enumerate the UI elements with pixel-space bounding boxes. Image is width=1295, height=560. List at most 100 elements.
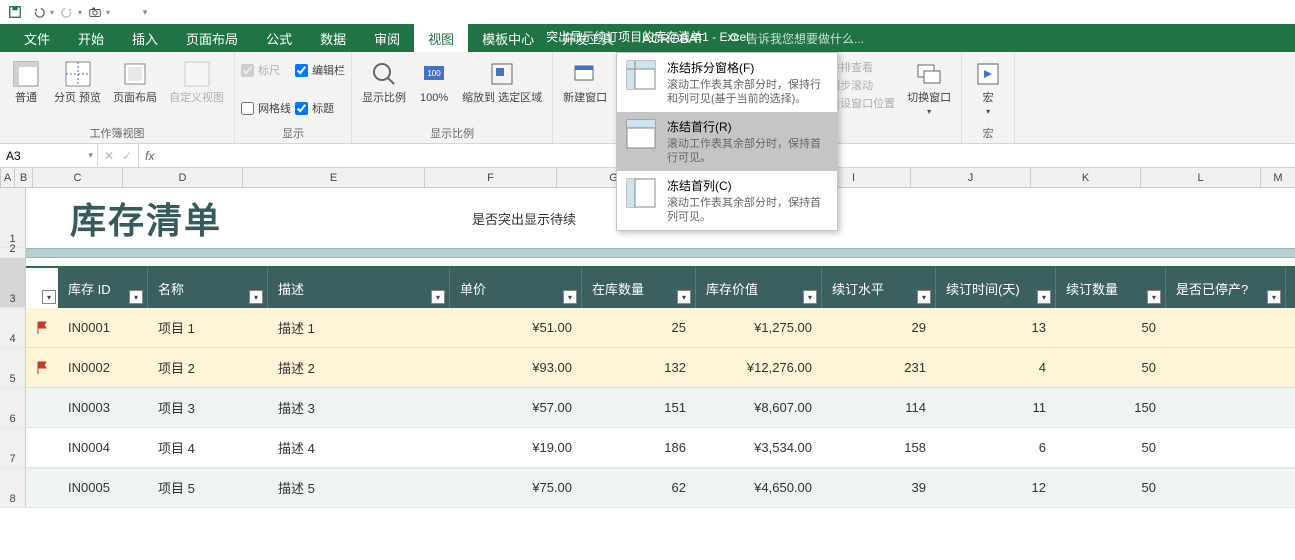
table-header-3[interactable]: 单价 [450,268,582,308]
switch-window-button[interactable]: 切换窗口▾ [903,56,955,120]
zoom-100-button[interactable]: 100100% [414,56,454,107]
cell[interactable]: 项目 4 [148,438,268,457]
cell[interactable]: 项目 2 [148,358,268,377]
save-button[interactable] [4,1,26,23]
row-header-4[interactable]: 4 [0,308,26,348]
col-header-C[interactable]: C [33,168,123,187]
filter-icon[interactable] [803,290,817,304]
row-header-5[interactable]: 5 [0,348,26,388]
view-normal-button[interactable]: 普通 [6,56,46,107]
cell[interactable]: 29 [822,320,936,335]
new-window-button[interactable]: 新建窗口 [559,56,611,107]
undo-dropdown-caret[interactable]: ▾ [50,8,54,17]
tab-模板中心[interactable]: 模板中心 [468,24,548,52]
view-custom-button[interactable]: 自定义视图 [165,56,228,107]
freeze-panes-item[interactable]: 冻结拆分窗格(F)滚动工作表其余部分时，保持行和列可见(基于当前的选择)。 [617,53,837,112]
cell[interactable]: ¥19.00 [450,440,582,455]
cell[interactable]: 描述 2 [268,358,450,377]
row-header-6[interactable]: 6 [0,388,26,428]
cell[interactable]: 50 [1056,440,1166,455]
zoom-button[interactable]: 显示比例 [358,56,410,107]
table-header-6[interactable]: 续订水平 [822,268,936,308]
tab-页面布局[interactable]: 页面布局 [172,24,252,52]
view-page-break-button[interactable]: 分页 预览 [50,56,105,107]
cell[interactable]: 4 [936,360,1056,375]
cell[interactable]: 150 [1056,400,1166,415]
cell[interactable]: ¥75.00 [450,480,582,495]
camera-dropdown-caret[interactable]: ▾ [106,8,110,17]
cell[interactable]: 项目 3 [148,398,268,417]
cell[interactable]: 186 [582,440,696,455]
cancel-formula-icon[interactable]: ✕ [104,149,114,163]
table-header-0[interactable]: 库存 ID [58,268,148,308]
cell[interactable]: IN0004 [58,440,148,455]
redo-dropdown-caret[interactable]: ▾ [78,8,82,17]
filter-icon[interactable] [249,290,263,304]
cell[interactable]: 项目 1 [148,318,268,337]
tab-审阅[interactable]: 审阅 [360,24,414,52]
table-header-2[interactable]: 描述 [268,268,450,308]
check-formula-bar[interactable]: 编辑栏 [295,60,345,80]
row-header-1[interactable]: 1 [0,188,26,248]
freeze-first-col-item[interactable]: 冻结首列(C)滚动工作表其余部分时，保持首列可见。 [617,171,837,230]
table-header-8[interactable]: 续订数量 [1056,268,1166,308]
row-header-7[interactable]: 7 [0,428,26,468]
filter-icon[interactable] [1037,290,1051,304]
cell[interactable]: 项目 5 [148,478,268,497]
fx-label[interactable]: fx [139,144,160,167]
col-header-E[interactable]: E [243,168,425,187]
col-header-F[interactable]: F [425,168,557,187]
tab-数据[interactable]: 数据 [306,24,360,52]
cell[interactable]: 231 [822,360,936,375]
col-header-L[interactable]: L [1141,168,1261,187]
table-row[interactable]: IN0002项目 2描述 2¥93.00132¥12,276.00231450 [26,348,1295,388]
cell[interactable]: 11 [936,400,1056,415]
redo-button[interactable] [56,1,78,23]
cell[interactable]: IN0003 [58,400,148,415]
cell[interactable]: IN0001 [58,320,148,335]
cell[interactable]: 132 [582,360,696,375]
table-header-1[interactable]: 名称 [148,268,268,308]
filter-icon[interactable] [1147,290,1161,304]
table-header-5[interactable]: 库存价值 [696,268,822,308]
table-row[interactable]: IN0003项目 3描述 3¥57.00151¥8,607.0011411150 [26,388,1295,428]
cell[interactable]: 39 [822,480,936,495]
cell[interactable]: 25 [582,320,696,335]
cell[interactable]: 114 [822,400,936,415]
name-box[interactable]: A3▾ [0,144,98,167]
macros-button[interactable]: 宏▾ [968,56,1008,120]
row-header-2[interactable]: 2 [0,248,26,258]
table-row[interactable]: IN0004项目 4描述 4¥19.00186¥3,534.00158650 [26,428,1295,468]
view-page-layout-button[interactable]: 页面布局 [109,56,161,107]
filter-icon[interactable] [917,290,931,304]
cell[interactable]: 描述 1 [268,318,450,337]
col-header-M[interactable]: M [1261,168,1295,187]
cell[interactable]: 描述 3 [268,398,450,417]
table-header-9[interactable]: 是否已停产? [1166,268,1286,308]
table-row[interactable]: IN0005项目 5描述 5¥75.0062¥4,650.00391250 [26,468,1295,508]
cell[interactable]: 50 [1056,320,1166,335]
cell[interactable]: 描述 4 [268,438,450,457]
cell[interactable]: 50 [1056,360,1166,375]
cell[interactable]: ¥3,534.00 [696,440,822,455]
cell[interactable]: 12 [936,480,1056,495]
row-header-3[interactable]: 3 [0,258,26,308]
cell[interactable]: 6 [936,440,1056,455]
table-row[interactable]: IN0001项目 1描述 1¥51.0025¥1,275.00291350 [26,308,1295,348]
cell[interactable]: IN0002 [58,360,148,375]
tab-开始[interactable]: 开始 [64,24,118,52]
cell[interactable]: ¥8,607.00 [696,400,822,415]
cell[interactable]: 50 [1056,480,1166,495]
col-header-K[interactable]: K [1031,168,1141,187]
tab-公式[interactable]: 公式 [252,24,306,52]
filter-icon[interactable] [1267,290,1281,304]
cell[interactable]: 151 [582,400,696,415]
filter-icon[interactable] [129,290,143,304]
row-header-8[interactable]: 8 [0,468,26,508]
col-header-B[interactable]: B [15,168,33,187]
check-headings[interactable]: 标题 [295,98,345,118]
table-header-7[interactable]: 续订时间(天) [936,268,1056,308]
qat-customize-button[interactable]: ▾ [134,1,156,23]
cell[interactable]: 62 [582,480,696,495]
freeze-top-row-item[interactable]: 冻结首行(R)滚动工作表其余部分时，保持首行可见。 [617,112,837,171]
